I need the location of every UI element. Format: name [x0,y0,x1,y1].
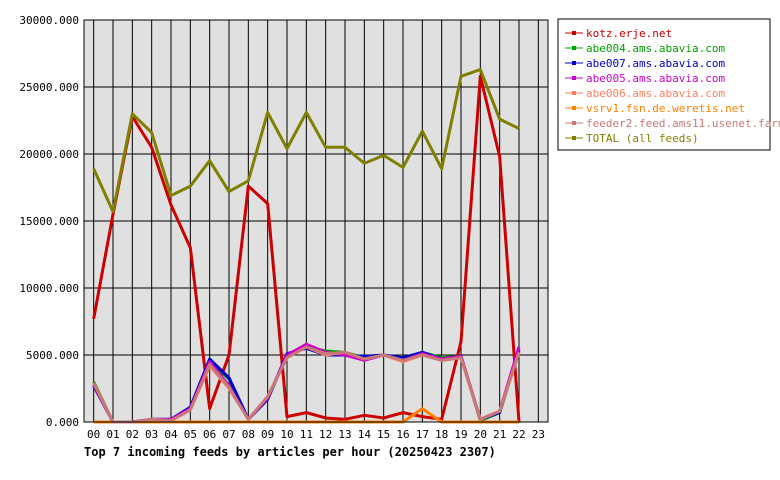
y-tick-label: 15000.000 [19,215,79,228]
x-tick-label: 05 [184,428,197,441]
chart-title: Top 7 incoming feeds by articles per hou… [84,445,496,459]
y-tick-label: 0.000 [46,416,79,429]
legend-entry: abe005.ams.abavia.com [586,72,725,85]
legend-swatch-marker [572,91,576,95]
legend-entry: vsrv1.fsn.de.weretis.net [586,102,745,115]
legend-swatch-marker [572,31,576,35]
series-line [92,345,521,424]
x-tick-label: 15 [377,428,390,441]
y-tick-labels: 0.000 5000.000 10000.000 15000.000 20000.000… [19,14,79,429]
x-tick-label: 19 [454,428,467,441]
y-tick-label: 20000.000 [19,148,79,161]
series-line [92,74,521,423]
legend-entry: abe007.ams.abavia.com [586,57,725,70]
x-tick-label: 13 [338,428,351,441]
x-tick-label: 16 [396,428,409,441]
x-tick-label: 09 [261,428,274,441]
legend-entry: TOTAL (all feeds) [586,132,699,145]
legend-entry: abe006.ams.abavia.com [586,87,725,100]
legend-swatch-marker [572,121,576,125]
legend-entry: feeder2.feed.ams11.usenet.farm [586,117,780,130]
y-tick-label: 30000.000 [19,14,79,27]
x-tick-label: 04 [164,428,178,441]
legend-swatch-marker [572,61,576,65]
y-tick-label: 25000.000 [19,81,79,94]
x-tick-label: 08 [242,428,255,441]
x-tick-label: 07 [222,428,235,441]
x-tick-label: 20 [474,428,487,441]
plot-frame [83,19,549,423]
y-tick-label: 5000.000 [26,349,79,362]
x-tick-label: 12 [319,428,332,441]
legend-swatch-marker [572,76,576,80]
legend-swatch-marker [572,46,576,50]
legend-swatch-marker [572,106,576,110]
x-tick-label: 01 [106,428,119,441]
legend-entry: kotz.erje.net [586,27,672,40]
x-tick-label: 02 [126,428,139,441]
series-line [92,68,520,214]
x-tick-label: 11 [300,428,313,441]
x-tick-labels: 00 01 02 03 04 05 06 07 08 09 10 11 12 13 14 15 16 17 18 19… [87,428,545,441]
x-tick-label: 17 [416,428,429,441]
x-tick-label: 03 [145,428,158,441]
legend-swatch-marker [572,136,576,140]
legend-box [557,18,771,151]
legend-entry: abe004.ams.abavia.com [586,42,725,55]
x-tick-label: 22 [512,428,525,441]
legend: kotz.erje.net abe004.ams.abavia.com abe007… [557,18,780,151]
x-tick-label: 00 [87,428,100,441]
x-tick-label: 14 [358,428,372,441]
x-tick-label: 10 [280,428,293,441]
x-tick-label: 23 [532,428,545,441]
x-tick-label: 18 [435,428,448,441]
x-tick-label: 06 [203,428,216,441]
y-tick-label: 10000.000 [19,282,79,295]
x-tick-label: 21 [493,428,506,441]
